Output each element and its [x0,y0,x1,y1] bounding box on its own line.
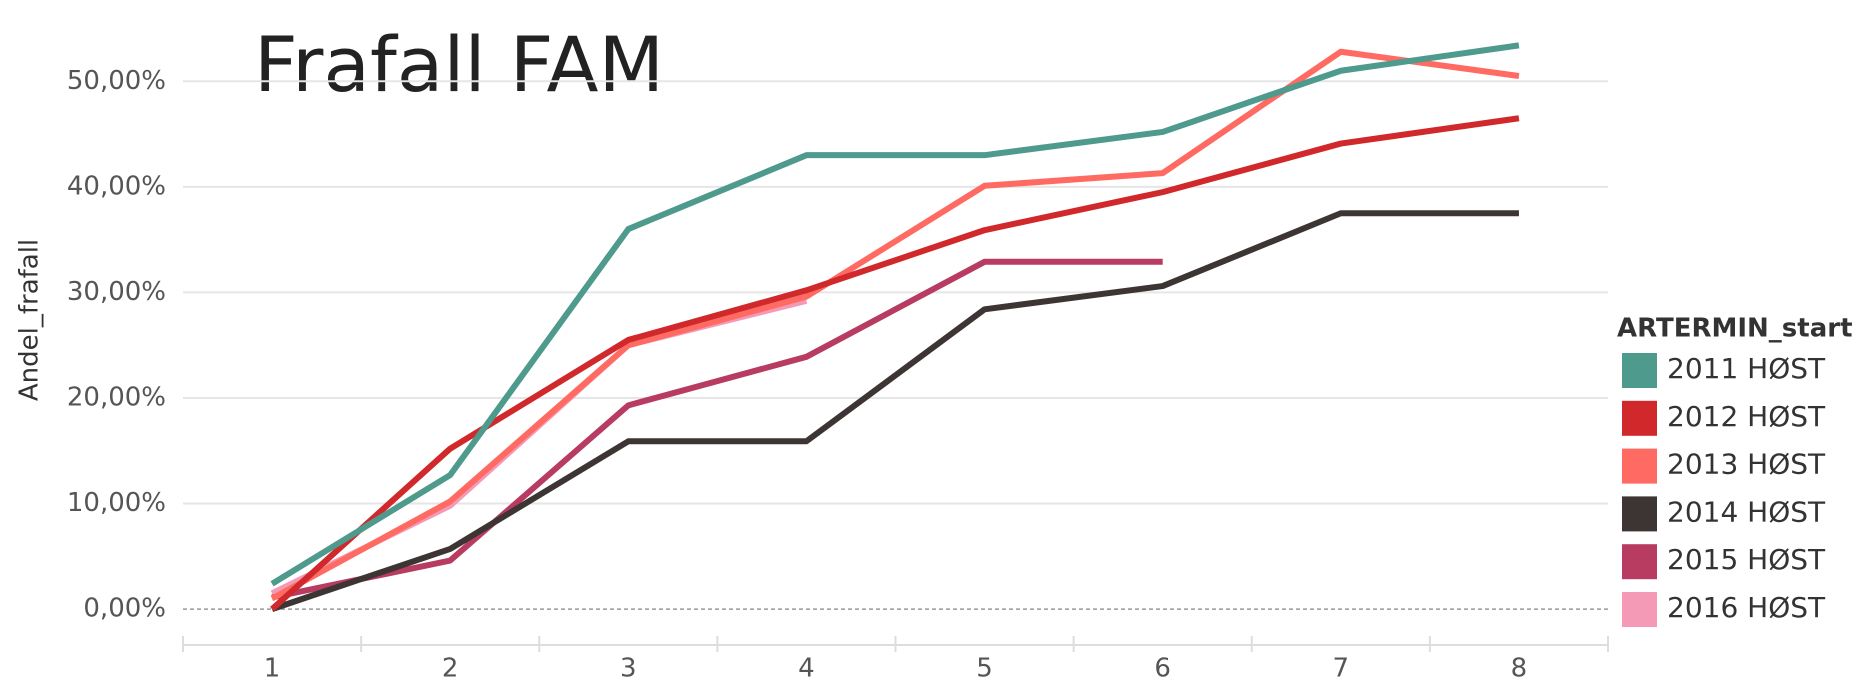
series-line [271,210,1519,612]
x-tick-label: 5 [976,654,993,684]
y-tick-label: 0,00% [83,594,166,624]
x-tick-label: 1 [264,654,281,684]
series-line [270,115,1520,612]
legend-label: 2012 HØST [1667,400,1826,433]
legend-swatch [1622,400,1657,436]
legend-title: ARTERMIN_start [1617,314,1853,344]
x-tick-label: 7 [1333,654,1350,684]
y-tick-label: 20,00% [67,382,166,412]
legend-label: 2015 HØST [1667,543,1826,576]
x-tick-label: 8 [1511,654,1528,684]
series-line [270,42,1520,587]
legend-label: 2011 HØST [1667,352,1826,385]
series-line [270,297,808,596]
legend-swatch [1622,353,1657,388]
y-tick-label: 30,00% [67,277,166,307]
y-axis-label: Andel_frafall [15,239,45,401]
y-tick-label: 10,00% [67,488,166,518]
legend-label: 2014 HØST [1667,495,1826,528]
y-tick-label: 50,00% [67,66,166,96]
x-tick-label: 2 [442,654,459,684]
legend-swatch [1622,496,1657,532]
y-tick-label: 40,00% [67,171,166,201]
legend-swatch [1622,544,1657,580]
x-tick-label: 6 [1154,654,1171,684]
x-tick-label: 3 [620,654,637,684]
x-tick-label: 4 [798,654,815,684]
legend-swatch [1622,592,1657,627]
chart-title: Frafall FAM [254,20,664,109]
legend-label: 2013 HØST [1667,448,1826,481]
series-line [270,48,1520,602]
legend-label: 2016 HØST [1667,591,1826,624]
series-line [271,258,1163,601]
legend-swatch [1622,448,1657,484]
